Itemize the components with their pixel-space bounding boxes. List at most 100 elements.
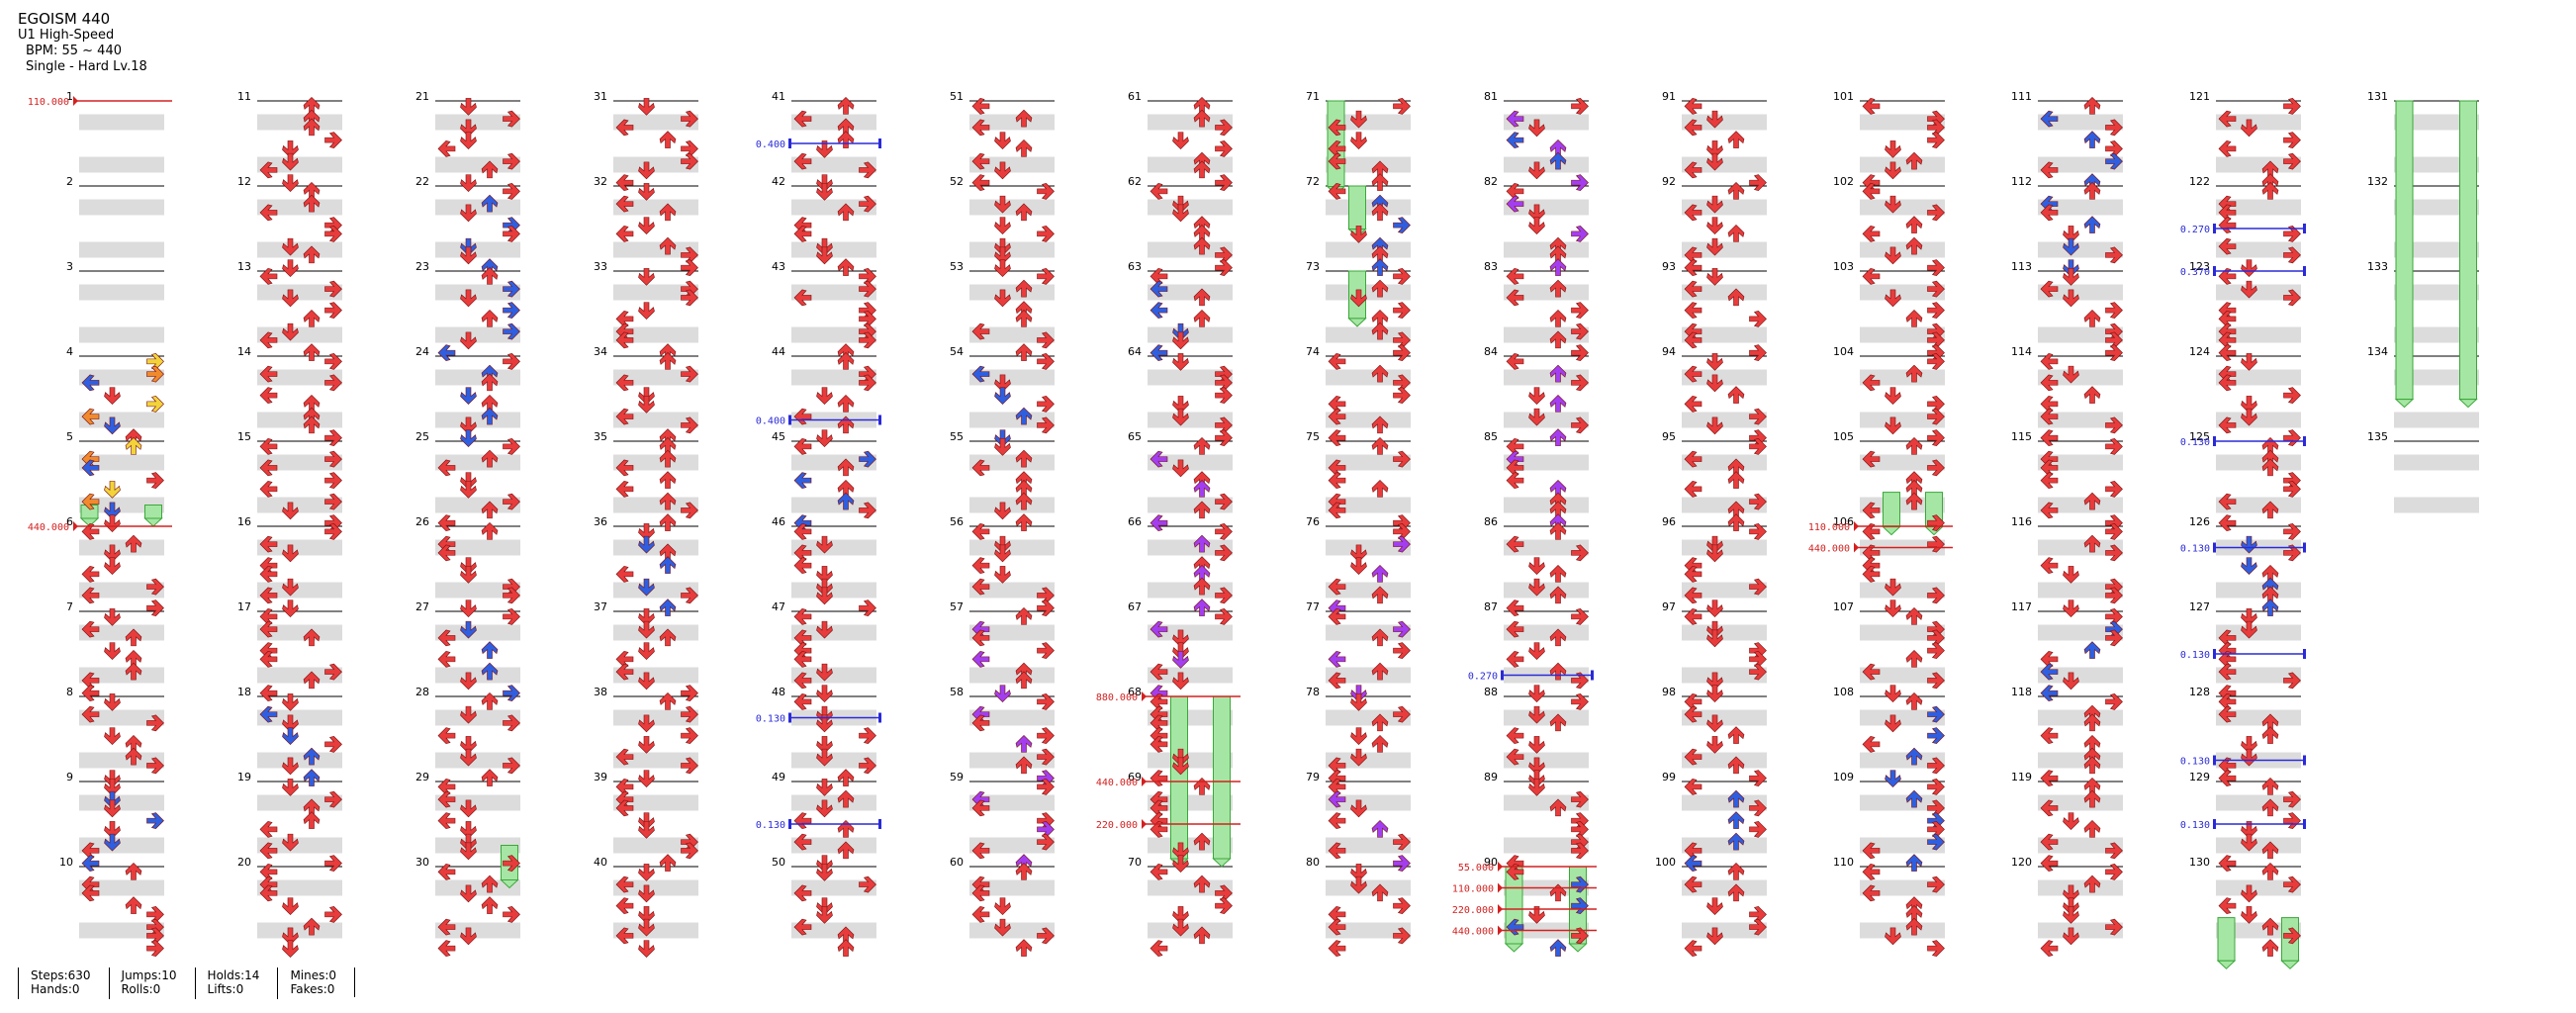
step-arrow [259, 864, 278, 880]
step-arrow [1150, 799, 1168, 817]
step-arrow [1506, 438, 1524, 455]
beat-row [1504, 837, 1589, 854]
arrow-shape [1150, 450, 1168, 468]
step-arrow [1927, 833, 1945, 851]
step-arrow [1506, 620, 1524, 638]
step-arrow [303, 181, 321, 200]
step-arrow [638, 918, 655, 937]
step-arrow [1927, 119, 1945, 137]
arrow-shape [1727, 501, 1745, 519]
step-arrow [1749, 311, 1767, 327]
stats-group-jumps: Jumps:10 Rolls:0 [108, 967, 195, 999]
step-arrow [1371, 203, 1389, 222]
step-arrow [837, 769, 855, 786]
step-arrow [1193, 160, 1211, 179]
step-arrow [1172, 353, 1189, 371]
arrow-shape [2241, 608, 2257, 626]
arrow-shape [1905, 236, 1923, 255]
arrow-shape [2063, 365, 2079, 384]
arrow-shape [324, 514, 342, 531]
arrow-shape [1371, 819, 1389, 838]
arrow-shape [971, 620, 990, 638]
step-arrow [615, 790, 634, 808]
arrow-shape [2241, 280, 2257, 299]
step-arrow [481, 309, 499, 327]
arrow-shape [2083, 131, 2101, 148]
step-arrow [1684, 608, 1702, 625]
step-arrow [1727, 501, 1745, 519]
beat-row [257, 326, 342, 343]
arrow-shape [1506, 620, 1524, 638]
arrow-shape [1037, 821, 1055, 838]
beat-row [2394, 284, 2479, 301]
arrow-shape [1328, 472, 1346, 489]
step-arrow [1393, 535, 1411, 553]
arrow-shape [503, 110, 520, 128]
step-arrow [2083, 534, 2101, 553]
arrow-shape [1749, 429, 1767, 446]
beat-row [1326, 284, 1411, 301]
step-arrow [816, 387, 833, 406]
measure-number: 84 [1484, 345, 1498, 358]
step-arrow [2218, 302, 2237, 319]
step-arrow [2218, 897, 2237, 914]
measure-number: 55 [950, 430, 964, 443]
arrow-shape [104, 779, 121, 796]
arrow-shape [282, 578, 299, 597]
beat-row [969, 114, 1055, 131]
step-arrow [1571, 98, 1589, 115]
step-arrow [1684, 302, 1702, 319]
step-arrow [1862, 226, 1881, 242]
beat-row [2038, 454, 2123, 471]
beat-row [1326, 412, 1411, 428]
step-arrow [1905, 492, 1923, 510]
step-arrow [837, 394, 855, 413]
step-arrow [681, 685, 698, 701]
arrow-shape [1706, 353, 1723, 371]
arrow-shape [1037, 416, 1055, 434]
arrow-shape [2218, 493, 2237, 510]
step-arrow [1150, 280, 1168, 298]
step-arrow [1862, 268, 1881, 285]
arrow-shape [104, 387, 121, 406]
step-arrow [1328, 353, 1346, 370]
measure-number: 18 [237, 686, 251, 698]
arrow-shape [681, 502, 698, 519]
arrow-shape [81, 685, 100, 701]
step-arrow [1862, 884, 1881, 902]
arrow-shape [1150, 770, 1168, 786]
step-arrow [1393, 642, 1411, 659]
arrow-shape [2283, 98, 2301, 115]
arrow-shape [1706, 110, 1723, 129]
measure-number: 47 [772, 600, 785, 613]
step-arrow [793, 226, 812, 242]
step-arrow [793, 544, 812, 562]
step-arrow [1927, 875, 1945, 893]
arrow-shape [481, 691, 499, 710]
step-arrow [259, 651, 278, 668]
step-arrow [1506, 268, 1524, 285]
beat-row [2394, 497, 2479, 513]
step-arrow [2261, 564, 2279, 583]
step-arrow [816, 748, 833, 767]
arrow-shape [1549, 258, 1567, 276]
step-arrow [2040, 353, 2059, 370]
arrow-shape [816, 736, 833, 754]
arrow-shape [1571, 812, 1589, 829]
arrow-shape [859, 875, 876, 893]
arrow-shape [681, 842, 698, 860]
arrow-shape [971, 365, 990, 383]
step-arrow [1727, 458, 1745, 477]
beat-row [79, 454, 164, 471]
step-arrow [615, 897, 634, 914]
beat-row [791, 752, 876, 769]
step-arrow [1727, 789, 1745, 808]
measure-number: 85 [1484, 430, 1498, 443]
arrow-shape [460, 672, 477, 691]
arrow-shape [282, 322, 299, 341]
arrow-shape [1528, 557, 1545, 576]
arrow-shape [282, 779, 299, 796]
arrow-shape [259, 651, 278, 668]
arrow-shape [2283, 152, 2301, 170]
measure-number: 108 [1833, 686, 1854, 698]
